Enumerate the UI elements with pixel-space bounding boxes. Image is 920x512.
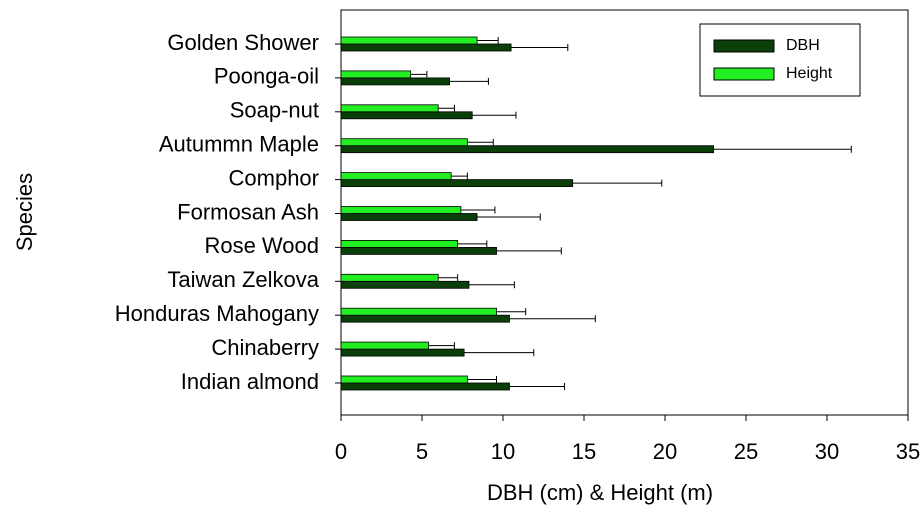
error-bar (428, 342, 455, 350)
legend-box (699, 23, 861, 97)
bar (340, 138, 468, 147)
error-bar (451, 172, 468, 180)
bar (340, 104, 439, 113)
y-tick-label: Soap-nut (230, 98, 319, 123)
y-tick-label: Autummn Maple (159, 132, 319, 157)
y-tick-label: Indian almond (181, 369, 319, 394)
error-bar (460, 206, 496, 214)
bar (340, 111, 473, 120)
y-axis-title: Species (12, 173, 37, 251)
x-tick-label: 35 (896, 439, 920, 464)
error-bar (410, 70, 428, 78)
bar (340, 246, 497, 255)
bar (340, 36, 478, 45)
legend-swatch (713, 67, 775, 81)
x-tick-label: 10 (491, 439, 515, 464)
error-bar (477, 213, 541, 221)
legend-label: DBH (786, 37, 820, 54)
legend-label: Height (786, 65, 833, 82)
error-bar (467, 138, 494, 146)
error-bar (509, 315, 596, 323)
error-bar (477, 37, 499, 44)
error-bar (472, 111, 517, 119)
y-tick-label: Rose Wood (204, 233, 319, 258)
x-tick-label: 25 (734, 439, 758, 464)
error-bar (467, 376, 498, 383)
x-tick-label: 15 (572, 439, 596, 464)
x-tick-label: 0 (335, 439, 347, 464)
bar (340, 280, 470, 289)
bar (340, 43, 512, 52)
y-tick-label: Honduras Mahogany (115, 301, 319, 326)
y-tick-label: Chinaberry (211, 335, 319, 360)
x-tick-label: 30 (815, 439, 839, 464)
error-bar (457, 240, 488, 248)
bar (340, 382, 510, 391)
bar (340, 70, 412, 79)
bar (340, 239, 459, 248)
bar (340, 206, 462, 214)
error-bar (438, 104, 455, 112)
bar (340, 145, 715, 154)
bar (340, 307, 497, 316)
bar (340, 348, 465, 357)
y-tick-label: Comphor (229, 165, 319, 190)
bar (340, 273, 439, 282)
y-tick-label: Formosan Ash (177, 199, 319, 224)
error-bar (496, 247, 562, 255)
x-axis-title: DBH (cm) & Height (m) (487, 480, 713, 505)
y-tick-label: Taiwan Zelkova (167, 267, 319, 292)
y-tick-label: Poonga-oil (214, 64, 319, 89)
bar (340, 172, 452, 181)
error-bar (572, 179, 663, 187)
error-bar (713, 145, 852, 153)
error-bar (511, 44, 569, 51)
error-bar (449, 77, 489, 85)
y-tick-label: Golden Shower (167, 30, 319, 55)
bar (340, 375, 468, 384)
error-bar (496, 308, 527, 316)
error-bar (464, 349, 535, 357)
error-bar (438, 274, 459, 282)
x-tick-label: 5 (416, 439, 428, 464)
error-bar (509, 383, 566, 390)
legend-swatch (713, 39, 775, 53)
bar (340, 341, 429, 350)
bar (340, 314, 510, 323)
error-bar (468, 281, 515, 289)
bar (340, 179, 574, 188)
x-tick-label: 20 (653, 439, 677, 464)
bar (340, 77, 450, 86)
bar (340, 213, 478, 221)
